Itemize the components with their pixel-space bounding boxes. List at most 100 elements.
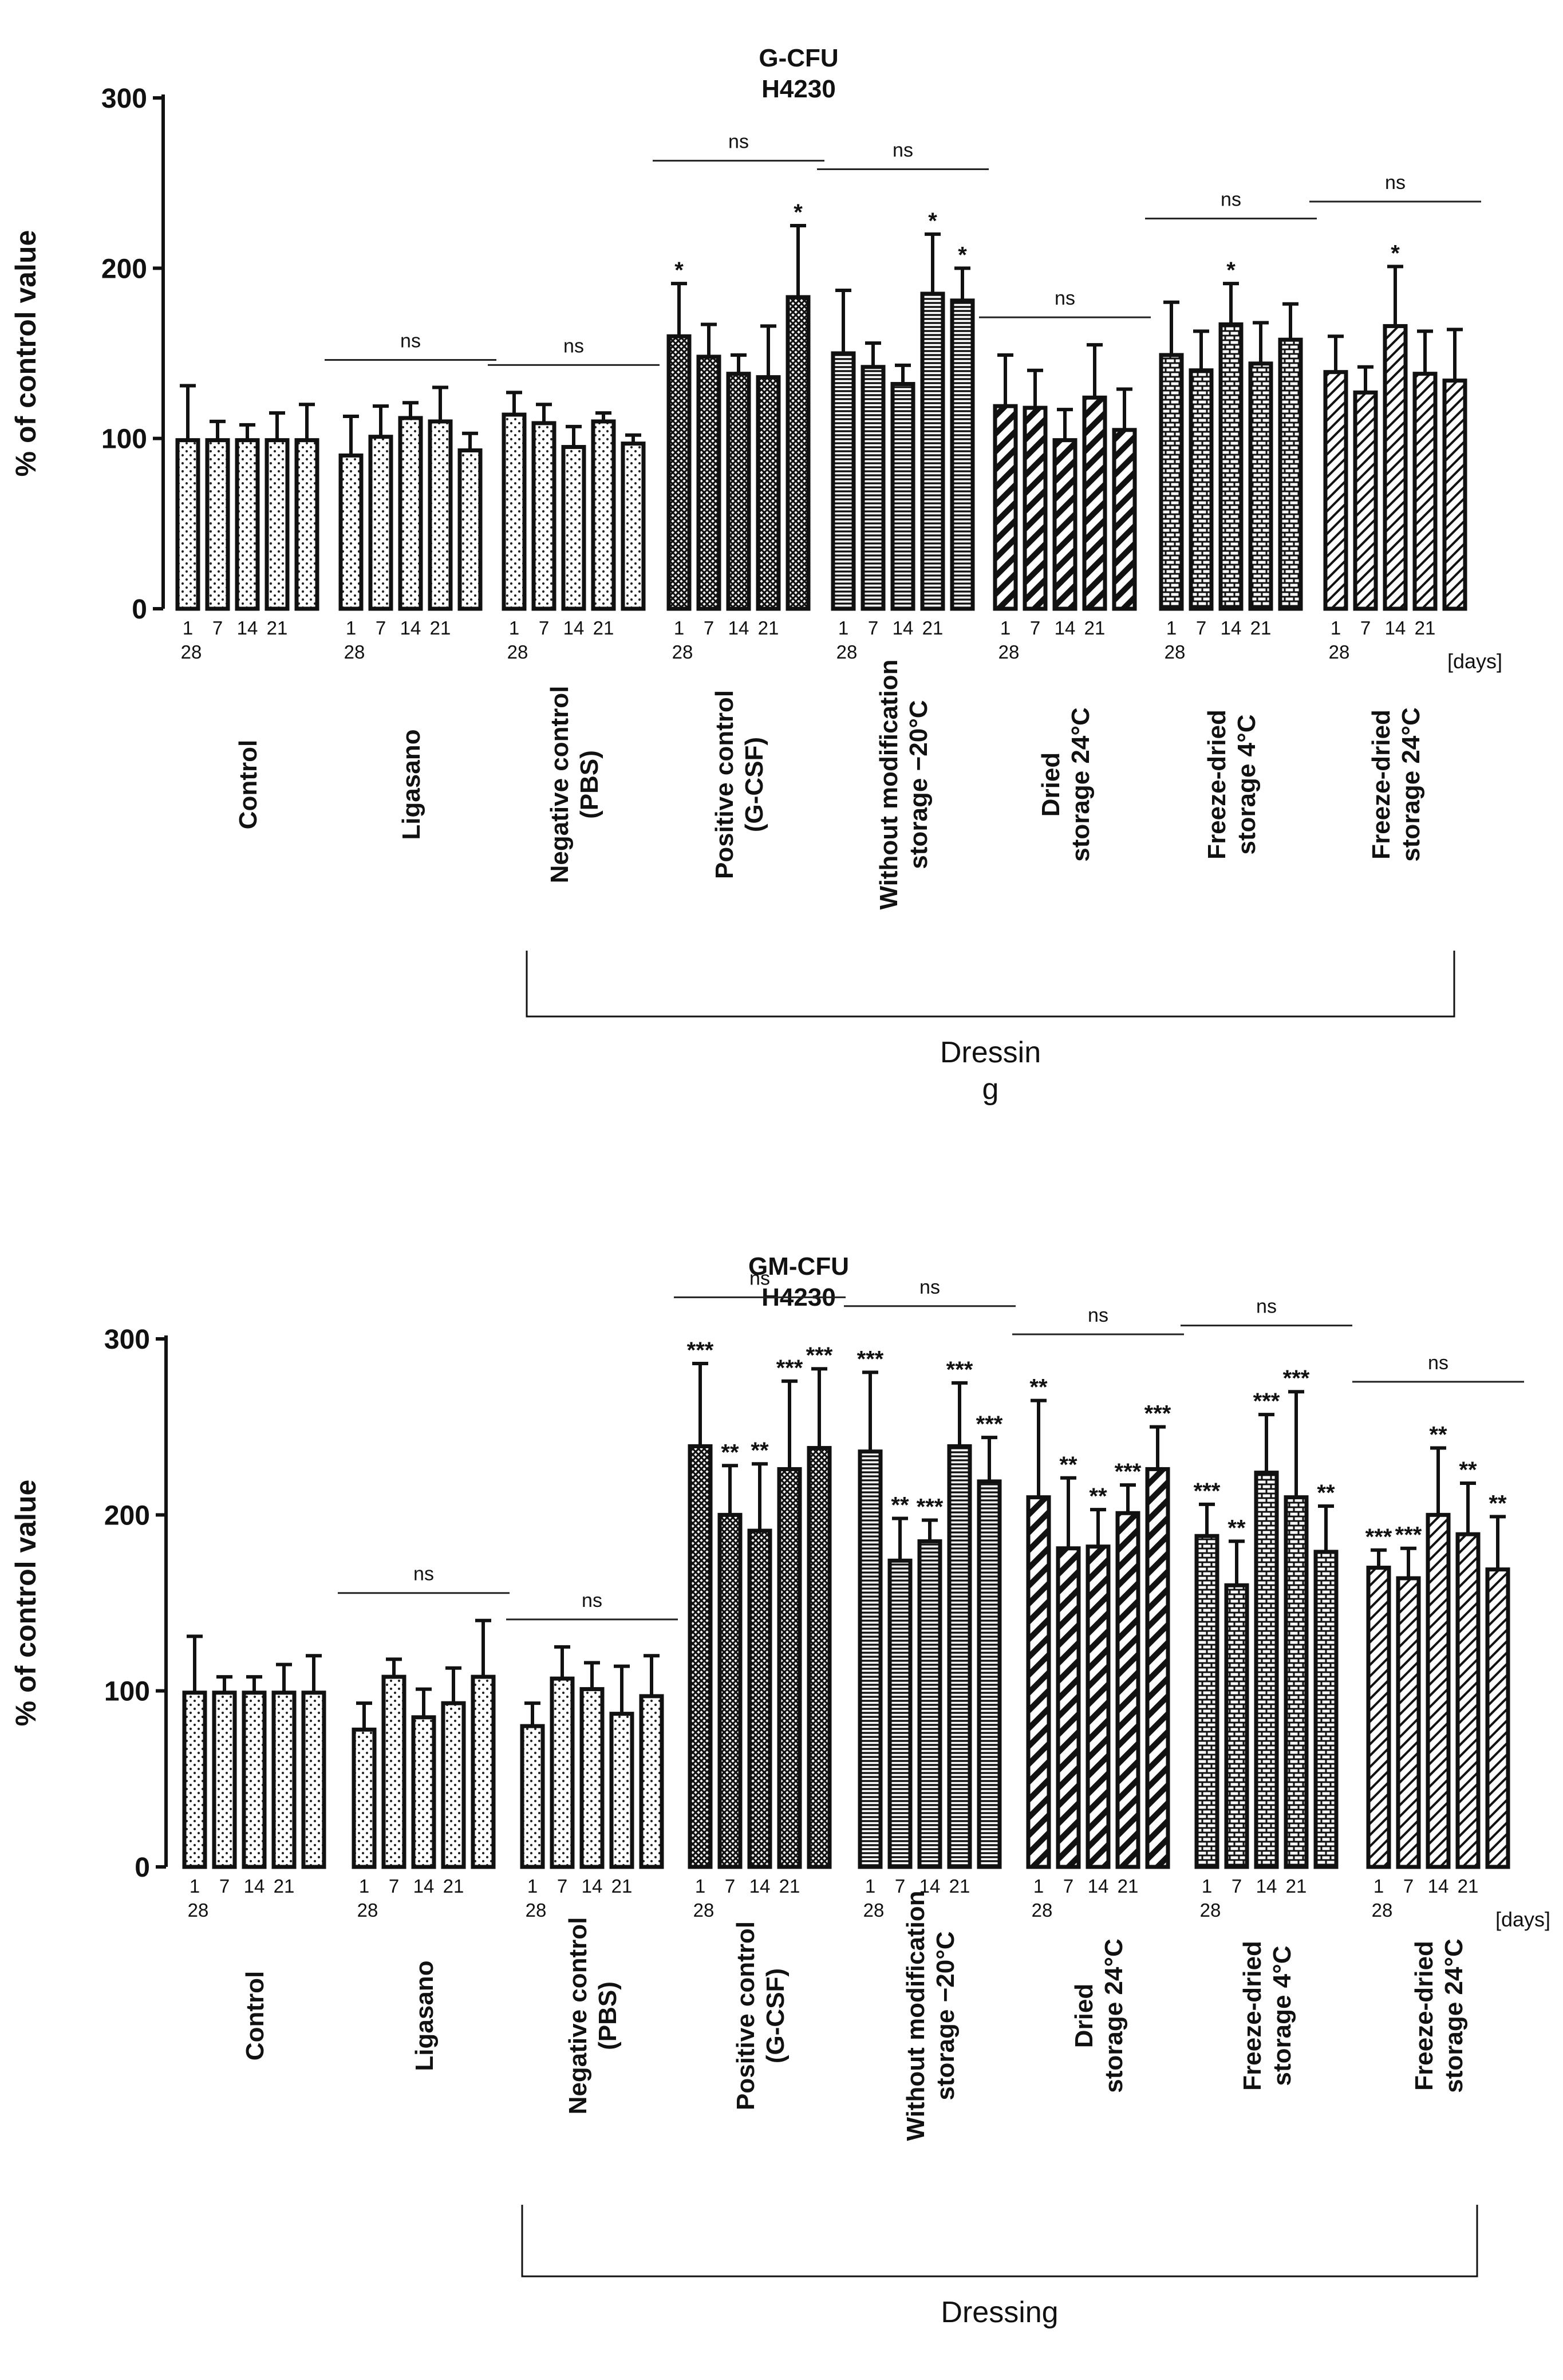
day-tick-label: 28 — [672, 641, 693, 663]
bar — [550, 1676, 575, 1869]
days-unit-label: [days] — [1495, 1908, 1550, 1931]
day-tick-label: 21 — [267, 617, 288, 639]
day-tick-label: 28 — [507, 641, 528, 663]
group-label: Negative control(PBS) — [564, 1917, 622, 2115]
day-tick-label: 1 — [527, 1875, 538, 1897]
day-tick-label: 1 — [1000, 617, 1011, 639]
bar — [1224, 1583, 1249, 1869]
bar — [993, 404, 1018, 611]
day-tick-label: 21 — [1286, 1875, 1307, 1897]
bar — [807, 1446, 832, 1869]
group-label-line: Freeze-dried — [1367, 710, 1395, 860]
significance-label: ** — [1459, 1457, 1477, 1483]
bar — [428, 419, 453, 611]
significance-label: ** — [891, 1492, 909, 1518]
ns-label: ns — [1221, 189, 1241, 211]
bar — [947, 1444, 972, 1869]
day-tick-label: 28 — [181, 641, 202, 663]
day-tick-label: 7 — [725, 1875, 735, 1897]
dressing-label: Dressin g — [940, 1036, 1041, 1106]
day-tick-label: 28 — [836, 641, 858, 663]
day-tick-label: 1 — [1166, 617, 1177, 639]
bar — [235, 438, 260, 611]
significance-label: ** — [1029, 1375, 1048, 1400]
ns-label: ns — [1256, 1296, 1277, 1318]
bar — [666, 334, 692, 611]
bar — [338, 453, 364, 611]
significance-label: *** — [857, 1346, 884, 1372]
bar — [747, 1528, 772, 1869]
bar — [175, 438, 200, 611]
group-label: Positive control(G-CSF) — [732, 1921, 790, 2110]
ns-label: ns — [582, 1590, 602, 1611]
significance-label: * — [1391, 241, 1400, 266]
bar — [531, 421, 556, 611]
day-tick-label: 7 — [389, 1875, 399, 1897]
day-tick-label: 1 — [674, 617, 684, 639]
y-tick-label: 100 — [101, 424, 147, 455]
ns-label: ns — [413, 1563, 434, 1585]
day-tick-label: 7 — [1030, 617, 1040, 639]
day-tick-label: 21 — [1118, 1875, 1139, 1897]
day-tick-label: 1 — [359, 1875, 369, 1897]
bar — [579, 1687, 605, 1869]
day-tick-label: 28 — [1200, 1900, 1221, 1921]
bar — [457, 448, 483, 611]
day-tick-label: 14 — [749, 1875, 771, 1897]
bar — [398, 416, 423, 611]
day-tick-label: 14 — [1428, 1875, 1449, 1897]
bar-group: ** — [831, 208, 975, 611]
day-tick-label: 28 — [693, 1900, 715, 1921]
significance-label: * — [958, 242, 967, 267]
group-label: Driedstorage 24°C — [1037, 707, 1095, 861]
bar-group — [352, 1618, 496, 1869]
bar — [381, 1674, 406, 1869]
dressing-label-line: g — [982, 1073, 999, 1106]
significance-label: *** — [976, 1412, 1003, 1437]
day-tick-label: 7 — [704, 617, 714, 639]
bar — [1218, 322, 1244, 611]
significance-label: *** — [1395, 1523, 1422, 1548]
bar — [1056, 1546, 1081, 1869]
day-tick-label: 14 — [413, 1875, 435, 1897]
group-label-line: Dried — [1037, 752, 1065, 817]
dressing-label-line: Dressing — [941, 2296, 1058, 2329]
ns-label: ns — [919, 1276, 940, 1298]
day-tick-label: 28 — [1165, 641, 1186, 663]
day-tick-label: 28 — [1329, 641, 1350, 663]
bar — [887, 1558, 913, 1869]
group-label: Negative control(PBS) — [546, 686, 603, 884]
day-tick-label: 1 — [838, 617, 848, 639]
group-label: Freeze-driedstorage 4°C — [1203, 710, 1261, 860]
day-tick-label: 14 — [582, 1875, 603, 1897]
day-tick-label: 14 — [244, 1875, 265, 1897]
group-label: Without modificationstorage −20°C — [875, 659, 933, 909]
y-tick-label: 300 — [101, 84, 147, 114]
dressing-bracket — [521, 2205, 1478, 2277]
bar — [950, 298, 975, 611]
group-label-line: Control — [241, 1971, 269, 2060]
ns-label: ns — [400, 330, 421, 352]
significance-label: ** — [751, 1438, 769, 1463]
significance-label: *** — [1253, 1389, 1280, 1414]
y-tick-label: 300 — [104, 1325, 150, 1355]
day-tick-label: 28 — [1032, 1900, 1053, 1921]
y-tick-label: 100 — [104, 1677, 150, 1707]
day-tick-label: 21 — [1250, 617, 1272, 639]
group-label: Driedstorage 24°C — [1070, 1938, 1128, 2093]
bar — [502, 412, 527, 611]
bar — [242, 1691, 267, 1869]
bar — [917, 1539, 942, 1869]
group-label-line: storage 4°C — [1268, 1945, 1296, 2086]
group-label: Control — [241, 1971, 269, 2060]
day-tick-label: 7 — [376, 617, 386, 639]
bar-group: ************* — [1194, 1366, 1339, 1869]
bar — [1284, 1495, 1309, 1869]
bar — [1442, 379, 1467, 611]
gm-cfu-chart: GM-CFU H4230% of control value 0 100 200 300 1… — [0, 1185, 1563, 2380]
day-tick-label: 1 — [190, 1875, 200, 1897]
bar-group: * — [1323, 241, 1467, 611]
day-tick-label: 21 — [758, 617, 779, 639]
day-tick-label: 21 — [443, 1875, 464, 1897]
